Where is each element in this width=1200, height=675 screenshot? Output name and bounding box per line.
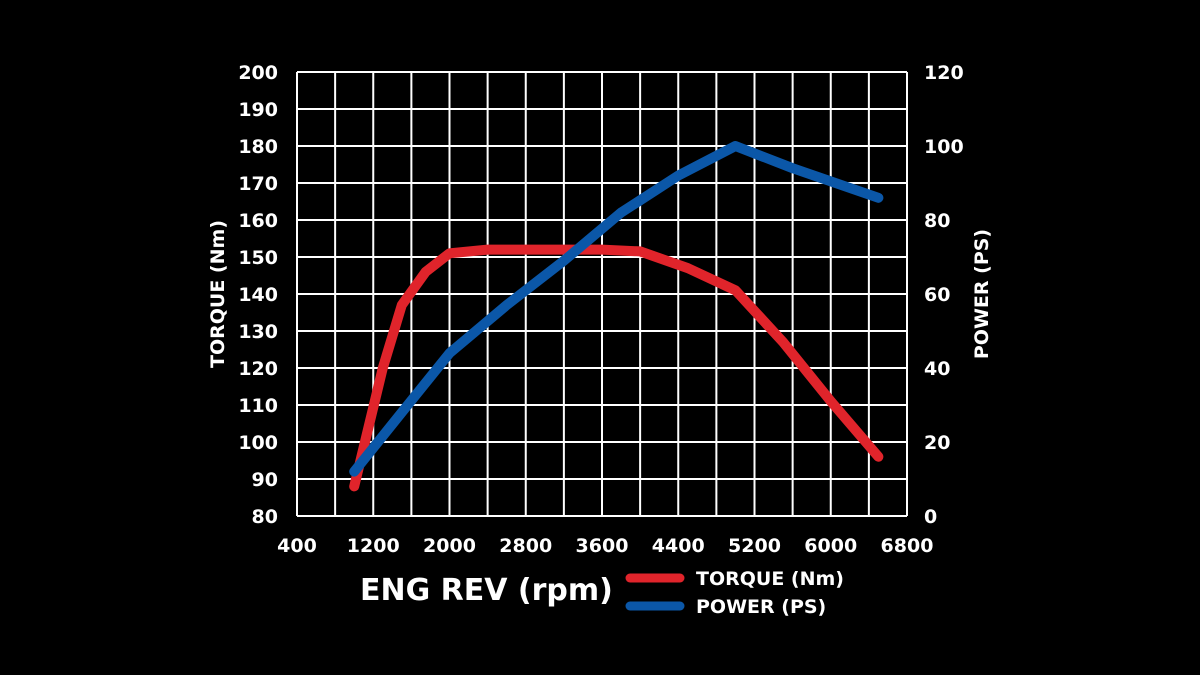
y-right-tick-label: 120 (924, 62, 964, 84)
y-right-tick-label: 40 (924, 358, 950, 380)
x-tick-label: 3600 (576, 535, 629, 557)
y-left-tick-label: 80 (252, 506, 278, 528)
x-tick-label: 1200 (347, 535, 400, 557)
x-tick-label: 6800 (881, 535, 934, 557)
legend-label-torque: TORQUE (Nm) (696, 568, 844, 590)
y-left-tick-label: 190 (238, 99, 278, 121)
y-left-tick-label: 110 (238, 395, 278, 417)
y-right-tick-label: 20 (924, 432, 950, 454)
y-left-axis-title: TORQUE (Nm) (207, 220, 229, 368)
x-tick-label: 5200 (728, 535, 781, 557)
y-right-tick-label: 80 (924, 210, 950, 232)
y-left-tick-label: 200 (238, 62, 278, 84)
legend: TORQUE (Nm) POWER (PS) (625, 568, 844, 618)
x-tick-label: 2000 (423, 535, 476, 557)
y-right-axis-title: POWER (PS) (971, 229, 993, 359)
y-left-tick-label: 170 (238, 173, 278, 195)
plot-grid (296, 71, 908, 517)
tick-labels: 8090100110120130140150160170180190200020… (238, 62, 963, 557)
y-left-tick-label: 120 (238, 358, 278, 380)
y-left-tick-label: 160 (238, 210, 278, 232)
y-left-tick-label: 100 (238, 432, 278, 454)
y-left-tick-label: 180 (238, 136, 278, 158)
y-left-tick-label: 150 (238, 247, 278, 269)
legend-label-power: POWER (PS) (696, 596, 826, 618)
y-left-tick-label: 90 (252, 469, 278, 491)
series-line-power (349, 141, 884, 477)
x-axis-title: ENG REV (rpm) (360, 573, 613, 608)
x-tick-label: 4400 (652, 535, 705, 557)
x-tick-label: 400 (277, 535, 317, 557)
y-right-tick-label: 0 (924, 506, 937, 528)
y-left-tick-label: 130 (238, 321, 278, 343)
series-lines (349, 141, 884, 492)
y-right-tick-label: 100 (924, 136, 964, 158)
y-left-tick-label: 140 (238, 284, 278, 306)
x-tick-label: 6000 (804, 535, 857, 557)
y-right-tick-label: 60 (924, 284, 950, 306)
x-tick-label: 2800 (499, 535, 552, 557)
